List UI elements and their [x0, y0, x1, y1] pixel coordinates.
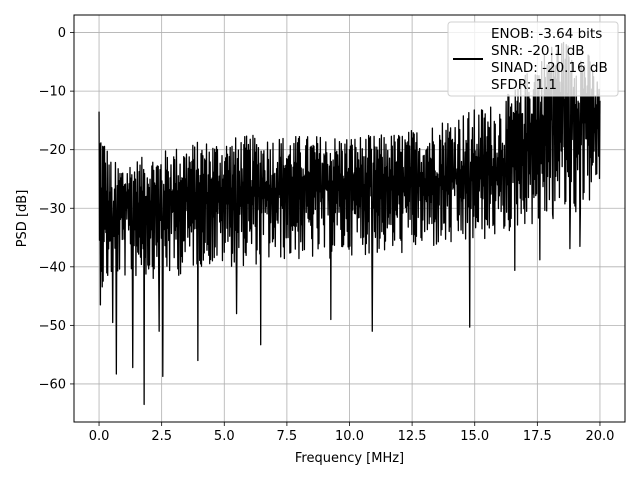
legend-entry-snr: SNR: -20.1 dB [491, 43, 585, 59]
x-tick-label: 17.5 [523, 429, 552, 444]
legend-box [447, 21, 619, 97]
x-tick-label: 7.5 [277, 429, 298, 444]
y-axis-label: PSD [dB] [15, 190, 30, 248]
y-tick-label: −20 [39, 143, 66, 158]
y-tick-label: −40 [39, 260, 66, 275]
y-tick-label: −50 [39, 319, 66, 334]
x-tick-label: 15.0 [460, 429, 489, 444]
legend-entry-sinad: SINAD: -20.16 dB [491, 60, 608, 76]
x-tick-label: 0.0 [89, 429, 110, 444]
psd-series-line [98, 41, 601, 406]
x-axis-label: Frequency [MHz] [295, 451, 404, 466]
x-tick-label: 12.5 [398, 429, 427, 444]
y-tick-label: 0 [58, 26, 66, 41]
axis-ticks: 0.0 2.5 5.0 7.5 10.0 12.5 15.0 17.5 20.0 0 −10 −20 −… [39, 26, 615, 444]
legend-entry-sfdr: SFDR: 1.1 [491, 77, 557, 93]
x-tick-label: 10.0 [335, 429, 364, 444]
x-tick-label: 5.0 [214, 429, 235, 444]
legend-entry-enob: ENOB: -3.64 bits [491, 26, 602, 42]
x-tick-label: 2.5 [151, 429, 172, 444]
x-tick-label: 20.0 [585, 429, 614, 444]
psd-trace-layer [98, 41, 601, 406]
y-tick-label: −10 [39, 85, 66, 100]
y-tick-label: −30 [39, 202, 66, 217]
legend: ENOB: -3.64 bits SNR: -20.1 dB SINAD: -2… [447, 21, 619, 97]
y-tick-label: −60 [39, 377, 66, 392]
